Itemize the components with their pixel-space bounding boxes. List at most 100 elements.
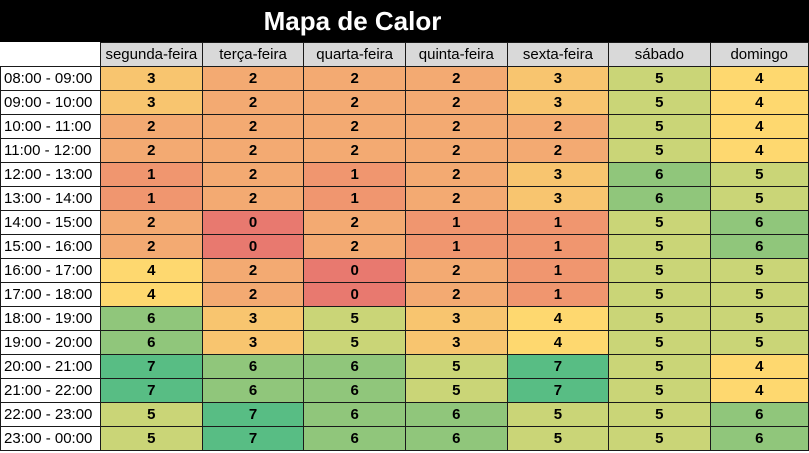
heatmap-cell: 3: [404, 330, 508, 355]
column-header: quinta-feira: [404, 42, 508, 67]
heatmap-cell: 4: [506, 330, 610, 355]
heatmap-cell: 5: [709, 186, 809, 211]
heatmap-cell: 7: [99, 378, 203, 403]
heatmap-cell: 5: [608, 66, 711, 91]
heatmap-cell: 5: [506, 402, 610, 427]
heatmap-cell: 2: [303, 90, 406, 115]
heatmap-cell: 6: [99, 306, 203, 331]
heatmap-cell: 2: [404, 162, 508, 187]
heatmap-row: 14:00 - 15:00 2 0 2 1 1 5 6: [0, 210, 809, 235]
heatmap-cell: 4: [709, 90, 809, 115]
heatmap-cell: 2: [201, 90, 305, 115]
heatmap-cell: 6: [709, 426, 809, 451]
heatmap-row: 21:00 - 22:00 7 6 6 5 7 5 4: [0, 378, 809, 403]
heatmap-row: 11:00 - 12:00 2 2 2 2 2 5 4: [0, 138, 809, 163]
heatmap-cell: 5: [608, 306, 711, 331]
heatmap-cell: 4: [709, 138, 809, 163]
heatmap-cell: 1: [506, 234, 610, 259]
column-header: terça-feira: [201, 42, 305, 67]
heatmap-cell: 1: [99, 162, 203, 187]
heatmap-cell: 5: [709, 306, 809, 331]
heatmap-cell: 5: [608, 426, 711, 451]
heatmap-cell: 6: [608, 186, 711, 211]
heatmap-cell: 1: [99, 186, 203, 211]
heatmap-cell: 6: [99, 330, 203, 355]
heatmap-cell: 1: [506, 282, 610, 307]
heatmap-cell: 5: [608, 90, 711, 115]
row-header: 11:00 - 12:00: [0, 138, 101, 163]
row-header: 19:00 - 20:00: [0, 330, 101, 355]
heatmap-cell: 5: [608, 378, 711, 403]
heatmap-cell: 4: [709, 354, 809, 379]
heatmap-cell: 5: [709, 330, 809, 355]
heatmap-cell: 2: [201, 162, 305, 187]
heatmap-cell: 6: [303, 426, 406, 451]
column-header: domingo: [709, 42, 809, 67]
corner-cell: [0, 42, 101, 67]
heatmap-cell: 4: [709, 66, 809, 91]
heatmap-cell: 5: [709, 258, 809, 283]
heatmap-cell: 5: [303, 330, 406, 355]
heatmap-cell: 2: [201, 186, 305, 211]
row-header: 09:00 - 10:00: [0, 90, 101, 115]
heatmap-cell: 3: [506, 66, 610, 91]
row-header: 10:00 - 11:00: [0, 114, 101, 139]
heatmap-row: 15:00 - 16:00 2 0 2 1 1 5 6: [0, 234, 809, 259]
heatmap-cell: 5: [404, 378, 508, 403]
row-header: 14:00 - 15:00: [0, 210, 101, 235]
heatmap-cell: 6: [709, 402, 809, 427]
heatmap-row: 17:00 - 18:00 4 2 0 2 1 5 5: [0, 282, 809, 307]
header-row: segunda-feira terça-feira quarta-feira quin…: [0, 42, 809, 67]
heatmap-cell: 5: [506, 426, 610, 451]
chart-title: Mapa de Calor: [263, 5, 442, 36]
row-header: 13:00 - 14:00: [0, 186, 101, 211]
heatmap-cell: 4: [709, 378, 809, 403]
heatmap-cell: 2: [506, 114, 610, 139]
heatmap-cell: 6: [608, 162, 711, 187]
heatmap-cell: 5: [709, 162, 809, 187]
heatmap-cell: 1: [303, 186, 406, 211]
heatmap-cell: 2: [404, 282, 508, 307]
column-header: segunda-feira: [99, 42, 203, 67]
heatmap-cell: 6: [404, 426, 508, 451]
heatmap-row: 12:00 - 13:00 1 2 1 2 3 6 5: [0, 162, 809, 187]
heatmap-cell: 2: [201, 282, 305, 307]
heatmap-cell: 6: [201, 354, 305, 379]
column-header: sexta-feira: [506, 42, 610, 67]
heatmap-cell: 6: [303, 354, 406, 379]
row-header: 20:00 - 21:00: [0, 354, 101, 379]
heatmap-table: segunda-feira terça-feira quarta-feira quin…: [0, 42, 809, 451]
heatmap-cell: 6: [404, 402, 508, 427]
heatmap-cell: 2: [201, 138, 305, 163]
heatmap-cell: 2: [506, 138, 610, 163]
heatmap-cell: 7: [201, 402, 305, 427]
heatmap-cell: 5: [608, 354, 711, 379]
heatmap-cell: 0: [303, 282, 406, 307]
heatmap-cell: 6: [709, 210, 809, 235]
heatmap-cell: 2: [404, 258, 508, 283]
heatmap-cell: 5: [608, 210, 711, 235]
heatmap-cell: 4: [506, 306, 610, 331]
heatmap-cell: 5: [99, 426, 203, 451]
heatmap-cell: 2: [201, 114, 305, 139]
heatmap-row: 08:00 - 09:00 3 2 2 2 3 5 4: [0, 66, 809, 91]
heatmap-cell: 2: [99, 114, 203, 139]
heatmap-cell: 5: [709, 282, 809, 307]
heatmap-cell: 2: [303, 66, 406, 91]
heatmap-row: 23:00 - 00:00 5 7 6 6 5 5 6: [0, 426, 809, 451]
heatmap-cell: 5: [99, 402, 203, 427]
heatmap-cell: 2: [99, 138, 203, 163]
column-header: sábado: [608, 42, 711, 67]
row-header: 17:00 - 18:00: [0, 282, 101, 307]
heatmap-cell: 5: [608, 402, 711, 427]
heatmap-row: 20:00 - 21:00 7 6 6 5 7 5 4: [0, 354, 809, 379]
heatmap-cell: 5: [608, 258, 711, 283]
heatmap-cell: 2: [404, 138, 508, 163]
heatmap-cell: 0: [303, 258, 406, 283]
heatmap-cell: 4: [709, 114, 809, 139]
heatmap-cell: 5: [608, 330, 711, 355]
heatmap-cell: 2: [303, 114, 406, 139]
row-header: 15:00 - 16:00: [0, 234, 101, 259]
heatmap-cell: 1: [303, 162, 406, 187]
